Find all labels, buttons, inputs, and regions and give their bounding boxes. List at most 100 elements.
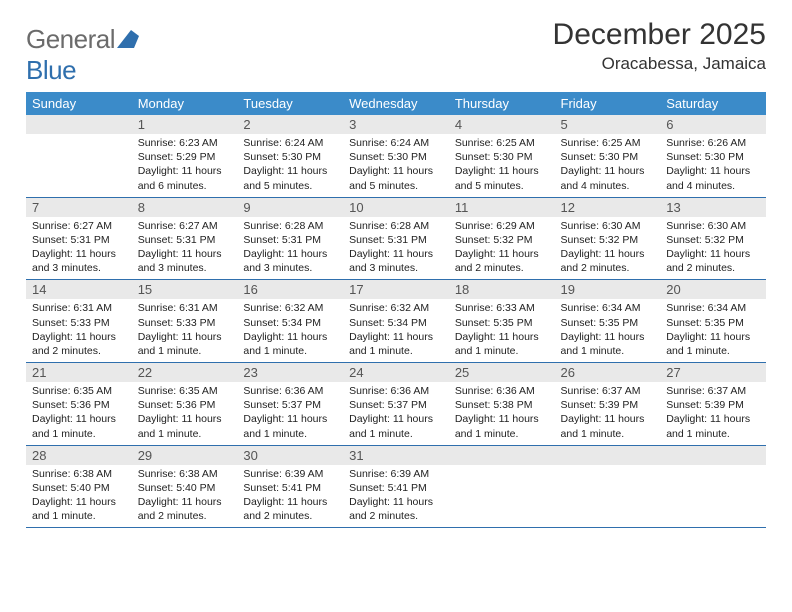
sunset-line: Sunset: 5:41 PM: [243, 481, 337, 495]
sunset-line: Sunset: 5:31 PM: [243, 233, 337, 247]
day-details: Sunrise: 6:28 AMSunset: 5:31 PMDaylight:…: [343, 217, 449, 280]
day-cell: 23Sunrise: 6:36 AMSunset: 5:37 PMDayligh…: [237, 363, 343, 446]
day-number: 1: [132, 115, 238, 134]
day-number: 2: [237, 115, 343, 134]
sunset-line: Sunset: 5:35 PM: [561, 316, 655, 330]
sunset-line: Sunset: 5:31 PM: [138, 233, 232, 247]
day-number: 24: [343, 363, 449, 382]
day-details: Sunrise: 6:24 AMSunset: 5:30 PMDaylight:…: [237, 134, 343, 197]
sunset-line: Sunset: 5:35 PM: [455, 316, 549, 330]
day-details: Sunrise: 6:32 AMSunset: 5:34 PMDaylight:…: [237, 299, 343, 362]
day-cell: 27Sunrise: 6:37 AMSunset: 5:39 PMDayligh…: [660, 363, 766, 446]
daylight-line: Daylight: 11 hours and 1 minute.: [349, 412, 443, 440]
day-number: 31: [343, 446, 449, 465]
day-details: Sunrise: 6:25 AMSunset: 5:30 PMDaylight:…: [449, 134, 555, 197]
day-details: Sunrise: 6:37 AMSunset: 5:39 PMDaylight:…: [555, 382, 661, 445]
sunrise-line: Sunrise: 6:32 AM: [243, 301, 337, 315]
sunrise-line: Sunrise: 6:33 AM: [455, 301, 549, 315]
day-cell: 7Sunrise: 6:27 AMSunset: 5:31 PMDaylight…: [26, 197, 132, 280]
day-cell: 10Sunrise: 6:28 AMSunset: 5:31 PMDayligh…: [343, 197, 449, 280]
day-details: Sunrise: 6:31 AMSunset: 5:33 PMDaylight:…: [132, 299, 238, 362]
day-details: Sunrise: 6:39 AMSunset: 5:41 PMDaylight:…: [343, 465, 449, 528]
daylight-line: Daylight: 11 hours and 1 minute.: [455, 330, 549, 358]
day-details: Sunrise: 6:36 AMSunset: 5:38 PMDaylight:…: [449, 382, 555, 445]
day-number: 3: [343, 115, 449, 134]
day-number: 13: [660, 198, 766, 217]
sunset-line: Sunset: 5:30 PM: [561, 150, 655, 164]
sunset-line: Sunset: 5:36 PM: [138, 398, 232, 412]
day-details: Sunrise: 6:38 AMSunset: 5:40 PMDaylight:…: [26, 465, 132, 528]
sunrise-line: Sunrise: 6:24 AM: [243, 136, 337, 150]
sunrise-line: Sunrise: 6:31 AM: [32, 301, 126, 315]
day-details: Sunrise: 6:36 AMSunset: 5:37 PMDaylight:…: [343, 382, 449, 445]
sunset-line: Sunset: 5:32 PM: [561, 233, 655, 247]
sunset-line: Sunset: 5:34 PM: [349, 316, 443, 330]
sunset-line: Sunset: 5:35 PM: [666, 316, 760, 330]
day-number: 27: [660, 363, 766, 382]
day-details: Sunrise: 6:25 AMSunset: 5:30 PMDaylight:…: [555, 134, 661, 197]
sunset-line: Sunset: 5:33 PM: [32, 316, 126, 330]
daylight-line: Daylight: 11 hours and 6 minutes.: [138, 164, 232, 192]
day-cell: 1Sunrise: 6:23 AMSunset: 5:29 PMDaylight…: [132, 115, 238, 197]
daylight-line: Daylight: 11 hours and 3 minutes.: [349, 247, 443, 275]
sunrise-line: Sunrise: 6:23 AM: [138, 136, 232, 150]
day-number: [660, 446, 766, 465]
sunrise-line: Sunrise: 6:28 AM: [349, 219, 443, 233]
day-cell: [449, 445, 555, 528]
sunrise-line: Sunrise: 6:38 AM: [138, 467, 232, 481]
day-cell: 3Sunrise: 6:24 AMSunset: 5:30 PMDaylight…: [343, 115, 449, 197]
weekday-row: SundayMondayTuesdayWednesdayThursdayFrid…: [26, 92, 766, 115]
day-details: Sunrise: 6:33 AMSunset: 5:35 PMDaylight:…: [449, 299, 555, 362]
sunrise-line: Sunrise: 6:37 AM: [561, 384, 655, 398]
sunrise-line: Sunrise: 6:27 AM: [138, 219, 232, 233]
day-details: Sunrise: 6:37 AMSunset: 5:39 PMDaylight:…: [660, 382, 766, 445]
day-cell: [555, 445, 661, 528]
day-cell: 19Sunrise: 6:34 AMSunset: 5:35 PMDayligh…: [555, 280, 661, 363]
day-cell: 4Sunrise: 6:25 AMSunset: 5:30 PMDaylight…: [449, 115, 555, 197]
day-details: Sunrise: 6:35 AMSunset: 5:36 PMDaylight:…: [132, 382, 238, 445]
day-cell: 15Sunrise: 6:31 AMSunset: 5:33 PMDayligh…: [132, 280, 238, 363]
day-cell: 30Sunrise: 6:39 AMSunset: 5:41 PMDayligh…: [237, 445, 343, 528]
sunset-line: Sunset: 5:32 PM: [455, 233, 549, 247]
day-cell: 12Sunrise: 6:30 AMSunset: 5:32 PMDayligh…: [555, 197, 661, 280]
sunrise-line: Sunrise: 6:35 AM: [32, 384, 126, 398]
sunset-line: Sunset: 5:30 PM: [666, 150, 760, 164]
day-number: 7: [26, 198, 132, 217]
sunset-line: Sunset: 5:36 PM: [32, 398, 126, 412]
day-number: 28: [26, 446, 132, 465]
day-cell: 8Sunrise: 6:27 AMSunset: 5:31 PMDaylight…: [132, 197, 238, 280]
day-number: [449, 446, 555, 465]
daylight-line: Daylight: 11 hours and 4 minutes.: [561, 164, 655, 192]
daylight-line: Daylight: 11 hours and 1 minute.: [349, 330, 443, 358]
sunset-line: Sunset: 5:39 PM: [666, 398, 760, 412]
sunrise-line: Sunrise: 6:39 AM: [243, 467, 337, 481]
day-details: Sunrise: 6:24 AMSunset: 5:30 PMDaylight:…: [343, 134, 449, 197]
day-number: 9: [237, 198, 343, 217]
logo: General Blue: [26, 24, 139, 86]
daylight-line: Daylight: 11 hours and 2 minutes.: [349, 495, 443, 523]
day-cell: 26Sunrise: 6:37 AMSunset: 5:39 PMDayligh…: [555, 363, 661, 446]
weekday-wednesday: Wednesday: [343, 92, 449, 115]
daylight-line: Daylight: 11 hours and 2 minutes.: [666, 247, 760, 275]
daylight-line: Daylight: 11 hours and 1 minute.: [243, 330, 337, 358]
day-details: Sunrise: 6:34 AMSunset: 5:35 PMDaylight:…: [555, 299, 661, 362]
daylight-line: Daylight: 11 hours and 1 minute.: [32, 495, 126, 523]
day-number: 8: [132, 198, 238, 217]
week-row: 1Sunrise: 6:23 AMSunset: 5:29 PMDaylight…: [26, 115, 766, 197]
sunrise-line: Sunrise: 6:24 AM: [349, 136, 443, 150]
sunrise-line: Sunrise: 6:28 AM: [243, 219, 337, 233]
sunrise-line: Sunrise: 6:26 AM: [666, 136, 760, 150]
logo-triangle-icon: [117, 30, 139, 48]
sunrise-line: Sunrise: 6:37 AM: [666, 384, 760, 398]
sunrise-line: Sunrise: 6:39 AM: [349, 467, 443, 481]
day-number: [26, 115, 132, 134]
day-cell: 14Sunrise: 6:31 AMSunset: 5:33 PMDayligh…: [26, 280, 132, 363]
weekday-friday: Friday: [555, 92, 661, 115]
daylight-line: Daylight: 11 hours and 2 minutes.: [138, 495, 232, 523]
sunset-line: Sunset: 5:30 PM: [243, 150, 337, 164]
daylight-line: Daylight: 11 hours and 1 minute.: [138, 412, 232, 440]
day-details: Sunrise: 6:23 AMSunset: 5:29 PMDaylight:…: [132, 134, 238, 197]
day-details: Sunrise: 6:32 AMSunset: 5:34 PMDaylight:…: [343, 299, 449, 362]
daylight-line: Daylight: 11 hours and 2 minutes.: [561, 247, 655, 275]
sunrise-line: Sunrise: 6:27 AM: [32, 219, 126, 233]
